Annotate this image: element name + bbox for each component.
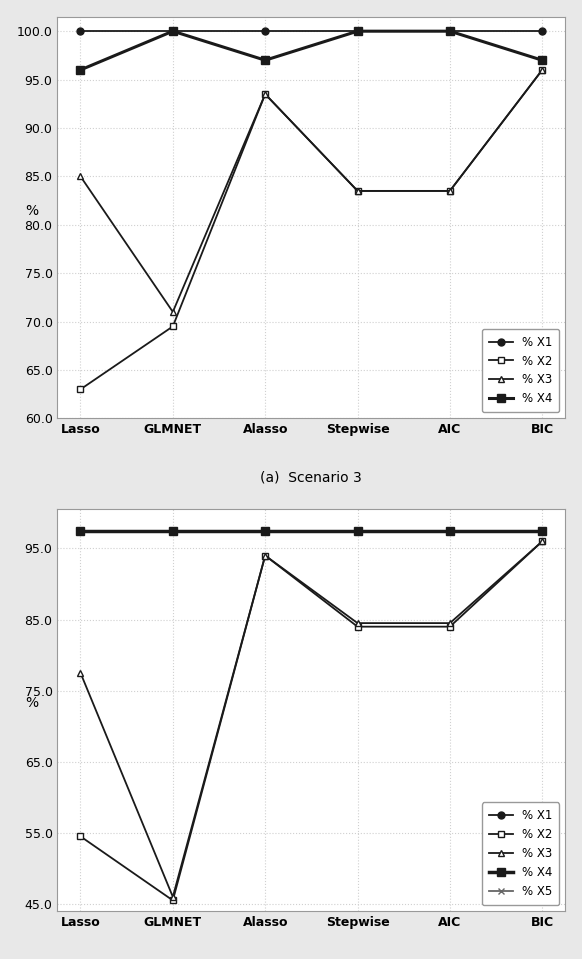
Y-axis label: %: % bbox=[26, 696, 38, 711]
Legend: % X1, % X2, % X3, % X4, % X5: % X1, % X2, % X3, % X4, % X5 bbox=[482, 803, 559, 905]
Y-axis label: %: % bbox=[26, 203, 38, 218]
Text: (a)  Scenario 3: (a) Scenario 3 bbox=[261, 471, 362, 484]
Legend: % X1, % X2, % X3, % X4: % X1, % X2, % X3, % X4 bbox=[482, 329, 559, 412]
